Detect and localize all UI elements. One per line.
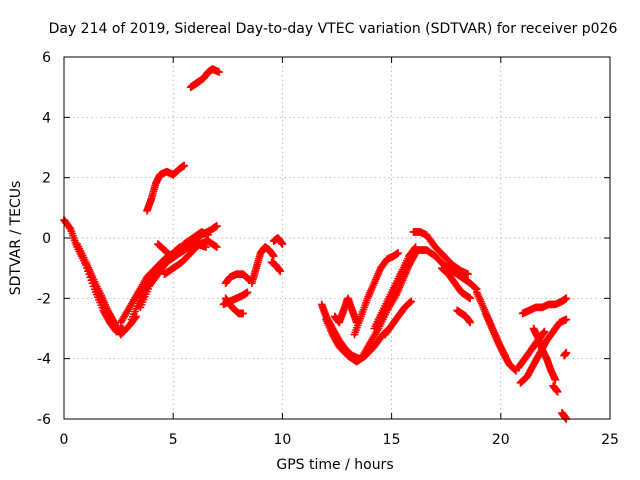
x-tick-label: 15 — [383, 432, 401, 448]
data-point — [394, 249, 402, 257]
data-point — [501, 351, 509, 360]
series-arc-21 — [370, 243, 420, 333]
series-arc-32 — [549, 382, 562, 396]
y-tick-label: -4 — [37, 352, 51, 368]
series-arc-33 — [518, 294, 571, 318]
data-point — [269, 252, 278, 260]
y-axis-label: SDTVAR / TECUs — [8, 181, 24, 296]
data-point — [213, 222, 221, 230]
series-arc-14 — [267, 258, 285, 275]
series-arc-17 — [331, 294, 361, 327]
series-arc-2 — [73, 240, 140, 339]
series-arc-34 — [560, 348, 571, 360]
series-arc-7 — [160, 237, 221, 278]
data-point — [562, 348, 571, 357]
data-point — [562, 294, 571, 303]
series-arc-30 — [514, 327, 549, 372]
y-tick-label: 4 — [42, 110, 51, 126]
data-point — [466, 318, 475, 327]
data-point — [562, 315, 571, 324]
x-tick-label: 0 — [60, 432, 69, 448]
series-arc-28 — [481, 309, 509, 360]
data-point — [464, 270, 472, 278]
series-arc-19 — [350, 249, 402, 339]
data-point — [278, 240, 287, 248]
data-point — [243, 288, 252, 297]
series-arc-13 — [248, 243, 278, 288]
data-point — [276, 267, 285, 275]
x-tick-label: 10 — [273, 432, 291, 448]
series-arc-25 — [438, 264, 475, 303]
y-tick-label: 2 — [42, 171, 51, 187]
data-point — [213, 243, 221, 251]
y-tick-label: -2 — [37, 291, 51, 307]
y-tick-label: 6 — [42, 50, 51, 66]
series-arc-22 — [381, 297, 416, 339]
chart-title: Day 214 of 2019, Sidereal Day-to-day VTE… — [49, 21, 618, 37]
y-tick-label: -6 — [37, 412, 51, 428]
grid — [64, 57, 610, 419]
series-arc-10 — [221, 270, 254, 288]
data-point — [180, 161, 188, 170]
series-arc-12 — [221, 294, 247, 318]
y-tick-label: 0 — [42, 231, 51, 247]
axis-ticks: 0 5 10 15 20 25 -6 -4 -2 0 2 4 6 — [37, 50, 619, 448]
series-arc-26 — [453, 306, 475, 327]
series-arc-8 — [143, 161, 188, 215]
x-tick-label: 20 — [492, 432, 510, 448]
series-arc-31 — [529, 324, 560, 384]
series-arc-6 — [154, 240, 210, 260]
data-point — [215, 68, 223, 76]
data-point — [407, 297, 416, 306]
data-points — [60, 65, 571, 423]
x-tick-label: 5 — [169, 432, 178, 448]
data-point — [466, 294, 475, 303]
series-arc-15 — [269, 234, 287, 248]
series-arc-9 — [186, 65, 223, 91]
data-point — [239, 309, 247, 318]
data-point — [553, 388, 562, 396]
x-tick-label: 25 — [601, 432, 619, 448]
series-arc-24 — [405, 246, 481, 294]
data-point — [540, 327, 549, 336]
series-arc-35 — [558, 409, 571, 423]
data-point — [551, 375, 560, 384]
series-arc-23 — [409, 228, 472, 278]
plot-frame — [63, 56, 611, 420]
x-axis-label: GPS time / hours — [276, 457, 393, 473]
